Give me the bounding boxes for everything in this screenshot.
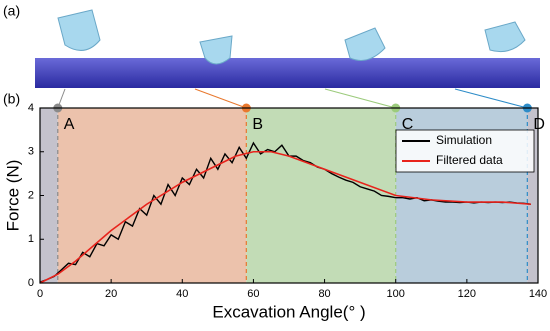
marker-label: D bbox=[533, 116, 545, 133]
y-tick-label: 1 bbox=[28, 233, 34, 245]
marker-label: A bbox=[64, 116, 75, 133]
x-tick-label: 40 bbox=[176, 288, 188, 300]
y-tick-label: 3 bbox=[28, 146, 34, 158]
legend-label: Simulation bbox=[436, 133, 492, 147]
y-tick-label: 2 bbox=[28, 189, 34, 201]
marker-pointer bbox=[454, 88, 528, 109]
legend-box bbox=[395, 129, 535, 173]
region bbox=[57, 108, 247, 283]
region bbox=[527, 108, 538, 283]
panel-label: (a) bbox=[3, 3, 20, 19]
y-tick-label: 4 bbox=[28, 102, 34, 114]
y-axis-label: Force (N) bbox=[3, 160, 22, 232]
x-tick-label: 120 bbox=[458, 288, 476, 300]
series-line bbox=[39, 141, 531, 283]
marker-label: B bbox=[252, 116, 263, 133]
x-tick-label: 100 bbox=[387, 288, 405, 300]
x-axis-label: Excavation Angle(° ) bbox=[212, 302, 365, 321]
marker-pointer bbox=[194, 88, 247, 109]
region bbox=[40, 108, 58, 283]
panel-label: (b) bbox=[3, 91, 20, 107]
region bbox=[246, 108, 396, 283]
series-line bbox=[39, 150, 531, 284]
x-tick-label: 80 bbox=[318, 288, 330, 300]
marker-pointer bbox=[324, 88, 396, 109]
y-tick-label: 0 bbox=[28, 277, 34, 289]
x-tick-label: 0 bbox=[37, 288, 43, 300]
legend-label: Filtered data bbox=[436, 153, 503, 167]
x-tick-label: 20 bbox=[105, 288, 117, 300]
x-tick-label: 140 bbox=[529, 288, 547, 300]
simulation-snapshots bbox=[35, 9, 540, 88]
marker-label: C bbox=[402, 116, 414, 133]
x-tick-label: 60 bbox=[247, 288, 259, 300]
